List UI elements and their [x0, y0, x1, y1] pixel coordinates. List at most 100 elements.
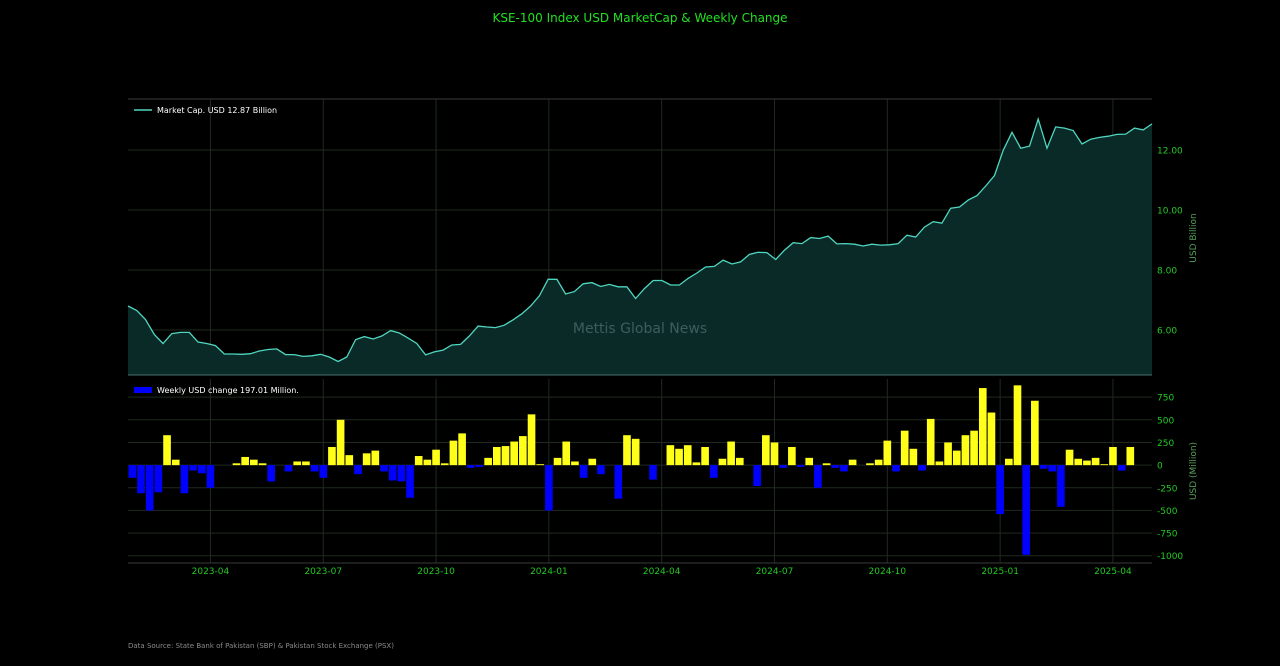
weekly-change-bar: [484, 457, 492, 466]
weekly-change-bar: [952, 450, 961, 466]
weekly-change-bar: [180, 465, 189, 494]
weekly-change-bar: [206, 465, 215, 488]
market-cap-line: [127, 116, 1153, 363]
weekly-change-bar: [597, 465, 605, 475]
weekly-change-bar: [649, 465, 657, 480]
y-axis-label-bottom: USD (Million): [1189, 442, 1199, 500]
weekly-change-bar: [258, 463, 267, 466]
weekly-change-bar: [970, 430, 978, 466]
weekly-change-bar: [883, 440, 892, 466]
weekly-change-bar: [397, 465, 406, 482]
weekly-change-bar: [579, 465, 588, 478]
weekly-change-bar: [493, 446, 501, 466]
weekly-change-bar: [137, 465, 145, 494]
weekly-change-bar: [788, 446, 796, 466]
weekly-change-bar: [1109, 446, 1117, 466]
chart-title: KSE-100 Index USD MarketCap & Weekly Cha…: [492, 11, 788, 25]
weekly-change-bar: [284, 465, 293, 472]
y-tick-label-bottom: -500: [1157, 507, 1178, 517]
weekly-change-bar: [866, 463, 874, 466]
weekly-change-bar: [1013, 385, 1022, 466]
weekly-change-bar: [545, 465, 553, 511]
weekly-change-bar: [779, 465, 788, 468]
weekly-change-bar: [1126, 446, 1135, 466]
y-tick-label-bottom: 500: [1157, 416, 1174, 426]
weekly-change-bar: [874, 459, 883, 466]
weekly-change-bar: [926, 418, 935, 466]
y-tick-label-top: 8.00: [1157, 267, 1177, 277]
x-tick-label: 2024-10: [869, 567, 907, 577]
weekly-change-bar: [692, 462, 701, 466]
weekly-change-bar: [319, 465, 328, 478]
weekly-change-bar: [822, 463, 831, 466]
weekly-change-bar: [727, 441, 735, 466]
x-tick-label: 2023-10: [417, 567, 455, 577]
weekly-change-bar: [571, 461, 579, 466]
weekly-change-bar: [614, 465, 623, 499]
weekly-change-bar: [501, 446, 510, 466]
y-tick-label-bottom: 0: [1157, 462, 1163, 472]
weekly-change-bar: [241, 456, 249, 466]
weekly-change-bar: [536, 464, 545, 466]
weekly-change-bar: [1039, 465, 1048, 469]
weekly-change-bar: [388, 465, 397, 481]
y-axis-label-top: USD Billion: [1189, 213, 1199, 262]
weekly-change-bar: [362, 453, 371, 466]
weekly-change-bar: [1048, 465, 1057, 472]
weekly-change-bar: [553, 457, 562, 466]
market-cap-area: [128, 119, 1152, 375]
weekly-change-bar: [666, 445, 675, 466]
weekly-change-bar: [267, 465, 276, 482]
weekly-change-bar: [675, 448, 683, 466]
weekly-change-bar: [770, 442, 779, 466]
weekly-change-bar: [128, 465, 137, 478]
weekly-change-bar: [432, 449, 440, 466]
weekly-change-bar: [961, 435, 970, 466]
weekly-change-bar: [840, 465, 848, 472]
weekly-change-bar: [510, 441, 518, 466]
x-tick-label: 2025-01: [981, 567, 1019, 577]
weekly-change-bar: [701, 446, 709, 466]
y-tick-label-bottom: -750: [1157, 530, 1178, 540]
weekly-change-bar: [197, 465, 206, 474]
weekly-change-bar: [1031, 400, 1039, 466]
weekly-change-bar: [458, 433, 466, 466]
weekly-change-bar: [918, 465, 926, 471]
weekly-change-bar: [796, 465, 805, 467]
weekly-change-bar: [336, 419, 345, 466]
weekly-change-bar: [978, 388, 987, 466]
y-tick-label-bottom: -250: [1157, 484, 1178, 494]
weekly-change-bar: [440, 463, 449, 466]
weekly-change-bar: [1117, 465, 1126, 471]
weekly-change-bar: [1091, 457, 1100, 466]
data-source-note: Data Source: State Bank of Pakistan (SBP…: [128, 642, 394, 650]
weekly-change-bar: [848, 459, 857, 466]
y-tick-label-bottom: -1000: [1157, 552, 1183, 562]
weekly-change-bar: [414, 456, 423, 466]
legend-swatch-weekly-change: [134, 387, 152, 393]
y-tick-label-bottom: 750: [1157, 394, 1174, 404]
weekly-change-bar: [987, 412, 996, 466]
x-tick-label: 2024-01: [530, 567, 568, 577]
weekly-change-bar: [718, 458, 727, 466]
weekly-change-bar: [709, 465, 718, 478]
watermark: Mettis Global News: [572, 321, 708, 337]
x-tick-label: 2025-04: [1094, 567, 1132, 577]
weekly-change-bar: [423, 459, 432, 466]
x-tick-label: 2023-04: [192, 567, 230, 577]
y-tick-label-top: 6.00: [1157, 327, 1177, 337]
weekly-change-bar: [345, 455, 354, 466]
weekly-change-bar: [527, 414, 536, 466]
legend-label-market-cap: Market Cap. USD 12.87 Billion: [157, 106, 277, 115]
x-tick-label: 2024-07: [756, 567, 794, 577]
weekly-change-bar: [631, 438, 640, 466]
weekly-change-bar: [380, 465, 388, 472]
weekly-change-bar: [1065, 449, 1074, 466]
weekly-change-bar: [354, 465, 362, 475]
weekly-change-bar: [562, 441, 571, 466]
weekly-change-bar: [302, 461, 310, 466]
weekly-change-bar: [805, 457, 814, 466]
weekly-change-bar: [1074, 458, 1083, 466]
weekly-change-bar: [250, 459, 258, 466]
weekly-change-bar: [935, 461, 944, 466]
